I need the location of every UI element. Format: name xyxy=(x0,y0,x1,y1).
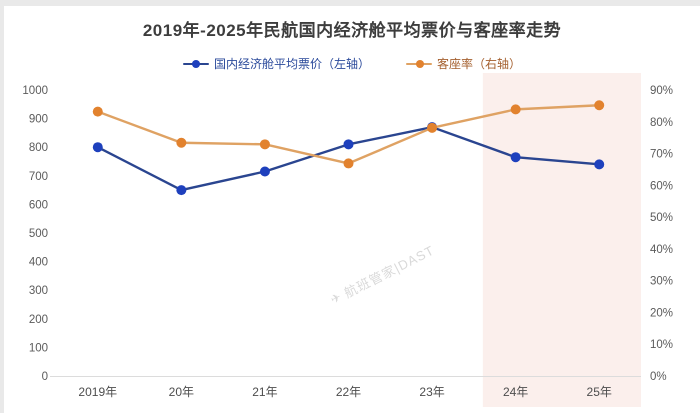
svg-text:30%: 30% xyxy=(650,276,673,288)
svg-text:20年: 20年 xyxy=(169,385,194,399)
chart-title: 2019年-2025年民航国内经济舱平均票价与客座率走势 xyxy=(142,21,562,40)
line-dot-marker-icon xyxy=(182,59,209,68)
svg-text:200: 200 xyxy=(29,314,48,326)
legend-item-avg-ticket-price[interactable]: 国内经济舱平均票价（左轴） xyxy=(182,55,370,72)
svg-text:0: 0 xyxy=(42,371,48,383)
svg-text:800: 800 xyxy=(29,142,48,154)
legend-item-load-factor[interactable]: 客座率（右轴） xyxy=(406,55,521,72)
line-dot-marker-icon xyxy=(406,59,432,68)
svg-text:25年: 25年 xyxy=(587,385,612,399)
svg-text:21年: 21年 xyxy=(252,385,277,399)
svg-text:400: 400 xyxy=(29,257,48,269)
chart-legend: 国内经济舱平均票价（左轴） 客座率（右轴） xyxy=(4,55,700,72)
svg-text:70%: 70% xyxy=(650,149,673,161)
line-chart: 0 100 200 300 400 500 600 700 800 900 1000 0% 10% 20%… xyxy=(22,73,673,407)
svg-text:10%: 10% xyxy=(650,339,673,351)
svg-text:24年: 24年 xyxy=(503,385,528,399)
legend-label-load-factor: 客座率（右轴） xyxy=(437,57,522,71)
chart-card: 0 100 200 300 400 500 600 700 800 900 1000 0% 10% 20%… xyxy=(4,6,700,413)
svg-text:900: 900 xyxy=(29,114,48,126)
svg-text:500: 500 xyxy=(29,228,48,240)
svg-text:100: 100 xyxy=(29,342,48,354)
svg-text:40%: 40% xyxy=(650,244,673,256)
svg-text:23年: 23年 xyxy=(419,385,444,399)
svg-text:2019年: 2019年 xyxy=(78,385,117,399)
svg-text:20%: 20% xyxy=(650,307,673,319)
svg-text:60%: 60% xyxy=(650,180,673,192)
svg-text:50%: 50% xyxy=(650,212,673,224)
svg-text:90%: 90% xyxy=(650,85,673,97)
svg-text:700: 700 xyxy=(29,171,48,183)
svg-text:80%: 80% xyxy=(650,117,673,129)
svg-text:300: 300 xyxy=(29,285,48,297)
svg-text:0%: 0% xyxy=(650,371,667,383)
svg-text:1000: 1000 xyxy=(22,85,48,97)
svg-text:600: 600 xyxy=(29,199,48,211)
legend-label-avg-ticket-price: 国内经济舱平均票价（左轴） xyxy=(213,57,370,71)
svg-text:22年: 22年 xyxy=(336,385,361,399)
